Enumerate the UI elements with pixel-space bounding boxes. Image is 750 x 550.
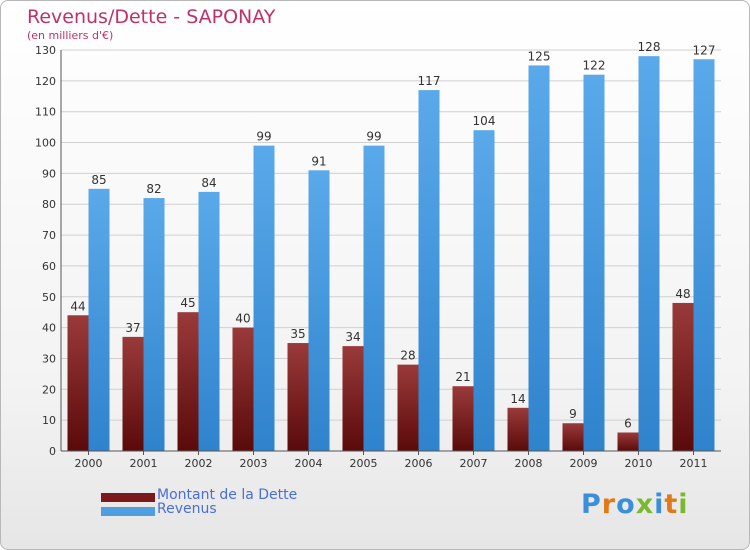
- bar-debt: [342, 346, 364, 451]
- legend-swatch-revenus: [101, 507, 155, 516]
- proxiti-logo: Proxiti: [581, 489, 689, 520]
- data-label: 35: [290, 327, 305, 341]
- data-label: 99: [256, 130, 271, 144]
- bars: [67, 56, 715, 452]
- bar-revenus: [473, 130, 495, 451]
- data-label: 9: [569, 407, 577, 421]
- x-tick-label: 2006: [405, 457, 433, 470]
- logo-letter: x: [635, 489, 655, 520]
- bar-debt: [452, 386, 474, 451]
- data-label: 82: [146, 182, 161, 196]
- data-label: 127: [693, 43, 716, 57]
- bar-revenus: [418, 90, 440, 451]
- legend-label-revenus: Revenus: [157, 501, 217, 517]
- data-label: 21: [455, 370, 470, 384]
- data-label: 99: [366, 130, 381, 144]
- data-label: 28: [400, 349, 415, 363]
- data-label: 91: [311, 154, 326, 168]
- legend-swatch-debt: [101, 493, 155, 502]
- bar-revenus: [88, 188, 110, 452]
- bar-debt: [617, 432, 639, 451]
- bar-debt: [177, 312, 199, 451]
- legend-label-debt: Montant de la Dette: [157, 487, 298, 503]
- logo-letter: P: [581, 489, 602, 520]
- bar-revenus: [253, 145, 275, 451]
- chart-title: Revenus/Dette - SAPONAY: [27, 6, 276, 28]
- bar-debt: [672, 302, 694, 451]
- y-tick-label: 110: [35, 106, 56, 119]
- x-tick-label: 2005: [350, 457, 378, 470]
- y-tick-label: 100: [35, 137, 56, 150]
- grid-lines: [61, 49, 721, 452]
- bar-revenus: [198, 191, 220, 451]
- y-tick-label: 70: [42, 229, 56, 242]
- data-label: 40: [235, 312, 250, 326]
- y-tick-label: 0: [49, 445, 56, 458]
- data-label: 48: [675, 287, 690, 301]
- x-tick-label: 2008: [515, 457, 543, 470]
- logo-letter: i: [678, 489, 689, 520]
- y-tick-label: 30: [42, 352, 56, 365]
- x-tick-label: 2011: [680, 457, 708, 470]
- x-tick-label: 2007: [460, 457, 488, 470]
- bar-revenus: [528, 65, 550, 451]
- data-label: 117: [418, 74, 441, 88]
- y-tick-label: 20: [42, 383, 56, 396]
- data-label: 125: [528, 49, 551, 63]
- y-tick-label: 40: [42, 322, 56, 335]
- bar-debt: [287, 343, 309, 451]
- data-label: 14: [510, 392, 525, 406]
- bar-revenus: [693, 59, 715, 451]
- logo-letter: r: [601, 489, 617, 520]
- logo-letter: o: [616, 489, 636, 520]
- x-tick-label: 2002: [185, 457, 213, 470]
- axes: 0 10 20 30 40 50 60 70 80 90 100 110 120 130 2000 2001 2…: [35, 44, 721, 470]
- y-tick-label: 120: [35, 75, 56, 88]
- data-label: 84: [201, 176, 216, 190]
- bar-revenus: [143, 198, 165, 451]
- bar-debt: [562, 423, 584, 451]
- data-label: 85: [91, 173, 106, 187]
- y-tick-label: 90: [42, 167, 56, 180]
- bar-debt: [122, 336, 144, 451]
- bar-revenus: [363, 145, 385, 451]
- data-label: 122: [583, 59, 606, 73]
- bar-debt: [397, 364, 419, 451]
- data-label: 6: [624, 416, 632, 430]
- x-tick-label: 2004: [295, 457, 323, 470]
- bar-revenus: [583, 74, 605, 451]
- bar-debt: [507, 407, 529, 451]
- x-tick-label: 2001: [130, 457, 158, 470]
- data-label: 104: [473, 114, 496, 128]
- x-tick-label: 2003: [240, 457, 268, 470]
- data-labels: 44 85 37 82 45 84 40 99 35 91 34 99 28 117 21 104 14 125 9…: [70, 40, 715, 430]
- data-label: 44: [70, 299, 85, 313]
- y-tick-label: 60: [42, 260, 56, 273]
- x-tick-label: 2000: [75, 457, 103, 470]
- data-label: 45: [180, 296, 195, 310]
- data-label: 37: [125, 321, 140, 335]
- bar-debt: [232, 327, 254, 451]
- y-tick-label: 10: [42, 414, 56, 427]
- bar-revenus: [308, 170, 330, 452]
- logo-letter: i: [654, 489, 665, 520]
- y-tick-label: 50: [42, 291, 56, 304]
- bar-debt: [67, 315, 89, 451]
- data-label: 34: [345, 330, 360, 344]
- bar-revenus: [638, 56, 660, 452]
- y-tick-label: 80: [42, 198, 56, 211]
- data-label: 128: [638, 40, 661, 54]
- x-tick-label: 2009: [570, 457, 598, 470]
- logo-letter: t: [664, 489, 679, 520]
- y-tick-label: 130: [35, 44, 56, 57]
- x-tick-label: 2010: [625, 457, 653, 470]
- chart-subtitle: (en milliers d'€): [27, 29, 114, 42]
